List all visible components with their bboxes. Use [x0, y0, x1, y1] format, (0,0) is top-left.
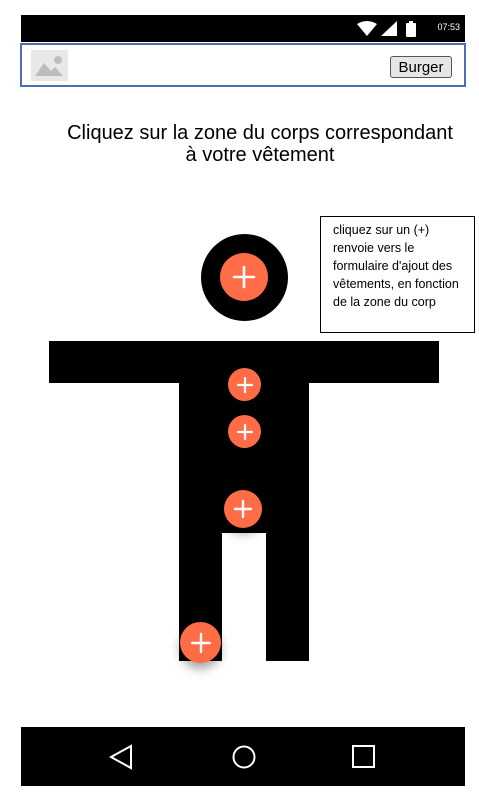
navigation-bar — [21, 727, 465, 786]
page-title: Cliquez sur la zone du corps corresponda… — [67, 122, 453, 166]
plus-icon — [233, 499, 253, 519]
plus-icon — [236, 423, 253, 440]
image-placeholder-icon — [31, 50, 68, 81]
plus-icon — [232, 265, 256, 289]
figure-right-leg — [266, 533, 309, 661]
top-bar: Burger — [20, 43, 466, 87]
add-belly-button[interactable] — [228, 415, 261, 448]
home-icon[interactable] — [231, 744, 257, 775]
add-head-button[interactable] — [220, 253, 268, 301]
add-chest-button[interactable] — [228, 368, 261, 401]
wifi-icon — [357, 21, 377, 41]
battery-icon — [406, 21, 416, 42]
help-note: cliquez sur un (+) renvoie vers le formu… — [320, 216, 475, 333]
plus-icon — [236, 376, 253, 393]
status-bar: 07:53 — [21, 15, 465, 42]
back-icon[interactable] — [108, 744, 134, 775]
status-time: 07:53 — [437, 22, 460, 32]
plus-icon — [190, 632, 211, 653]
burger-button[interactable]: Burger — [390, 56, 452, 78]
add-waist-button[interactable] — [224, 490, 262, 528]
recents-icon[interactable] — [351, 744, 377, 775]
add-foot-button[interactable] — [180, 622, 221, 663]
signal-icon — [381, 21, 397, 41]
